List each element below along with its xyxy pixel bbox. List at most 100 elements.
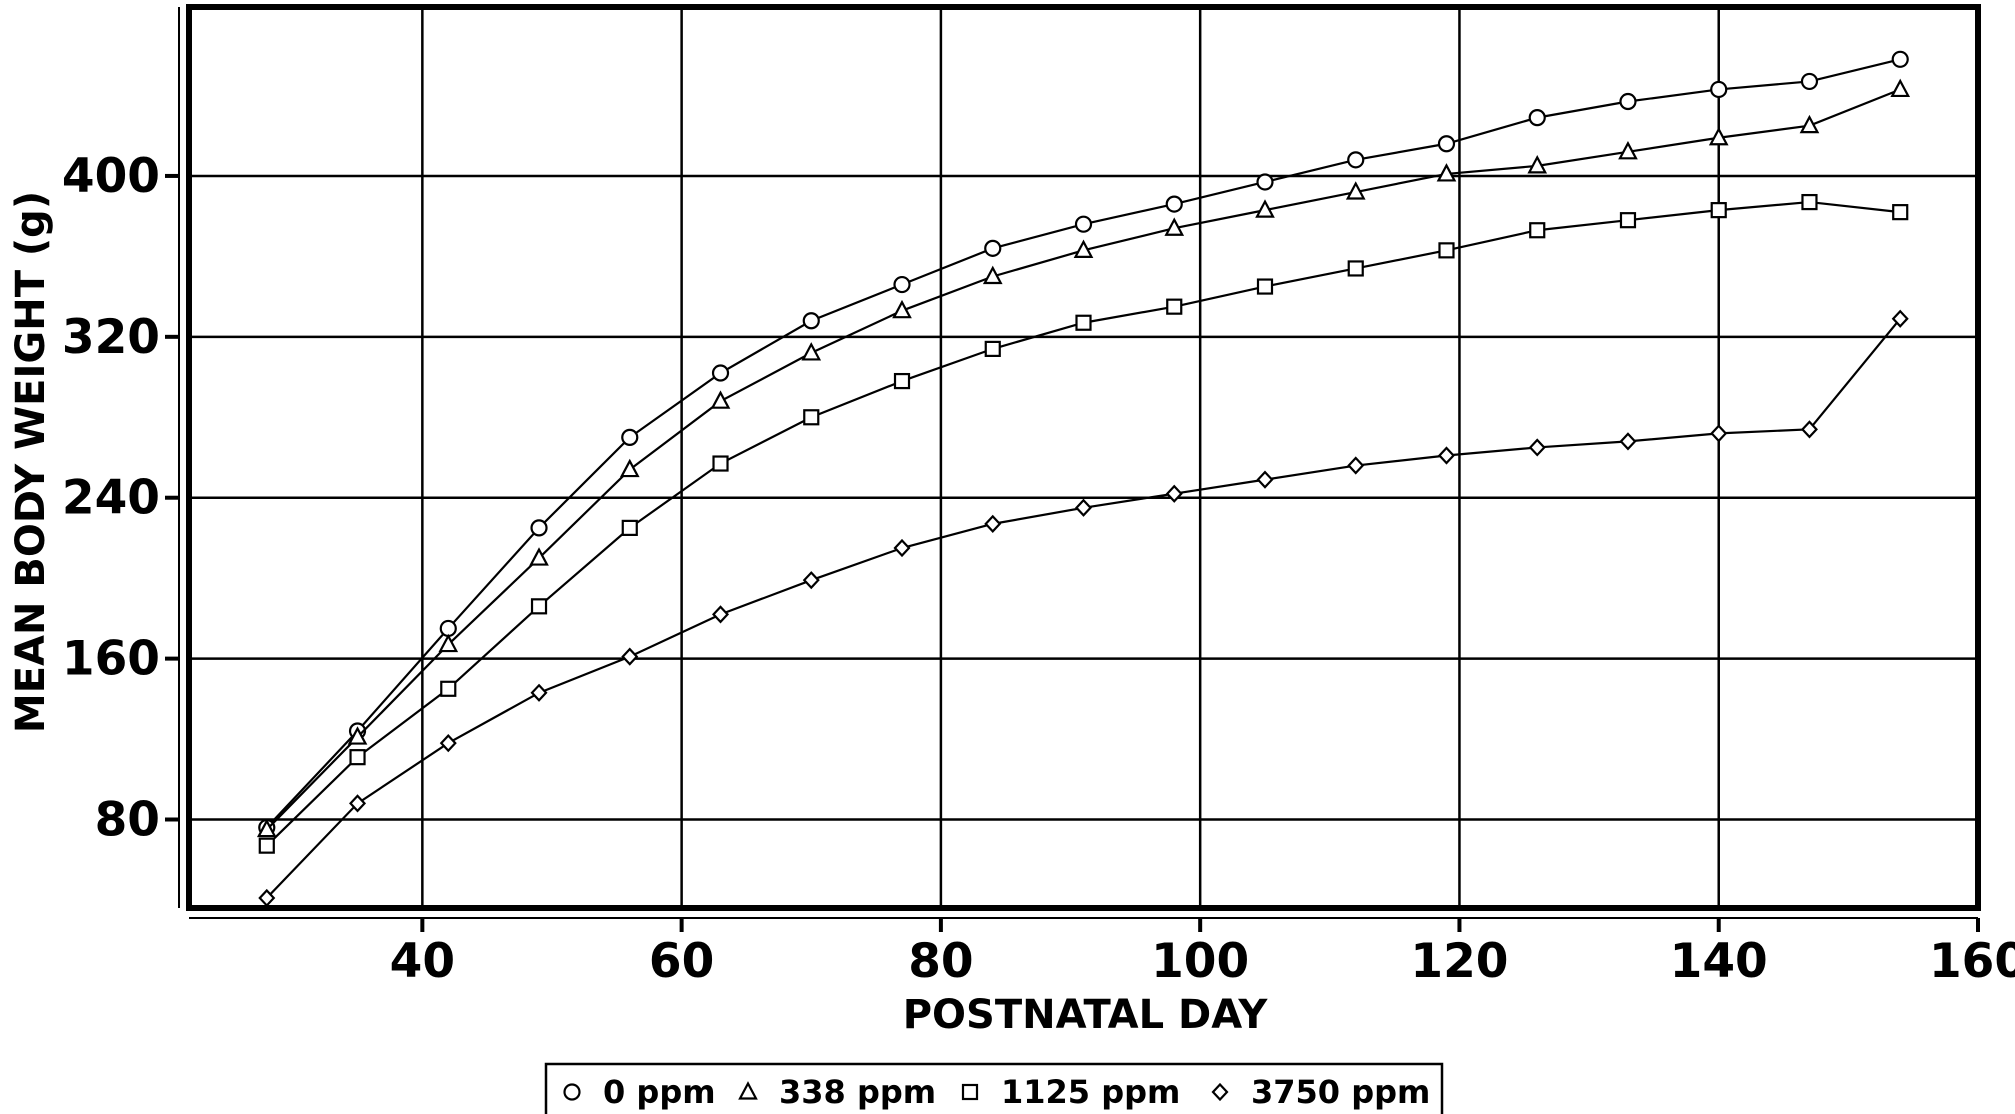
data-point-circle [802,312,820,330]
data-point-diamond [349,794,367,813]
legend-label: 3750 ppm [1251,1073,1430,1111]
x-tick-label: 60 [649,934,714,989]
x-tick-label: 40 [390,934,455,989]
data-point-triangle [1708,126,1729,146]
data-point-square [1619,212,1637,229]
data-point-square [1438,242,1455,259]
data-point-square [984,340,1001,357]
data-point-diamond [893,538,911,558]
data-point-circle [439,619,457,638]
x-tick-label: 140 [1670,934,1768,989]
axis-ticks: 40 60 80 100 120 140 160 80 160 240 320 400 [62,149,2015,989]
legend: 0 ppm 338 ppm 1125 ppm 3750 ppm [544,1062,1444,1114]
x-tick-label: 120 [1410,934,1508,989]
legend-box [544,1062,1444,1114]
data-point-circle [1256,173,1274,191]
series-line [265,318,1902,899]
series-1125-ppm [258,193,1909,854]
data-point-circle [711,364,730,382]
data-point-square [1892,204,1909,221]
data-point-diamond [1891,309,1909,328]
data-point-square [258,837,275,854]
data-point-triangle [1345,181,1366,200]
data-point-circle [1347,151,1365,169]
data-point-circle [1710,80,1728,99]
legend-label: 338 ppm [779,1073,936,1111]
legend-label: 0 ppm [603,1073,716,1111]
data-point-square [440,680,457,697]
data-point-diamond [621,647,639,666]
series-line [265,88,1901,831]
data-point-diamond [530,683,548,702]
data-point-triangle [892,299,912,319]
plot-frame [186,4,1981,911]
data-point-diamond [1256,470,1274,489]
y-tick-label: 400 [62,149,160,204]
data-point-triangle [619,458,640,478]
data-point-triangle [438,633,459,653]
data-point-triangle [1890,78,1911,98]
data-point-square [803,409,820,426]
data-point-square [712,455,729,472]
data-point-square [1801,193,1818,211]
data-point-diamond [1619,432,1637,451]
data-point-circle [1619,92,1637,111]
data-point-circle [1891,50,1909,68]
grid-lines [189,7,1978,908]
data-point-triangle [1073,239,1094,258]
data-series [256,50,1911,908]
data-point-circle [1528,109,1546,127]
data-point-square [893,372,911,390]
data-point-diamond [439,733,457,753]
legend-marker-triangle [738,1081,758,1100]
data-point-diamond [1074,498,1093,517]
data-point-triangle [1618,140,1638,160]
data-point-square [1256,278,1274,295]
legend-label: 1125 ppm [1001,1073,1180,1111]
data-point-square [621,519,638,536]
data-point-diamond [712,605,730,624]
data-point-diamond [1800,420,1818,439]
y-tick-label: 80 [95,793,160,848]
x-tick-label: 80 [908,934,973,989]
data-point-diamond [1528,438,1546,457]
data-point-circle [1800,72,1819,91]
data-point-triangle [256,818,277,838]
x-tick-label: 160 [1929,934,2015,989]
legend-marker-square [961,1083,979,1101]
y-tick-label: 160 [62,632,160,687]
data-point-triangle [1527,155,1548,174]
data-point-triangle [982,265,1003,285]
data-point-triangle [347,726,368,745]
data-point-square [349,749,366,766]
data-point-diamond [258,888,276,908]
data-point-square [1529,222,1546,239]
data-point-circle [984,239,1002,257]
series-3750-ppm [258,309,1909,908]
data-point-triangle [801,342,822,361]
data-point-circle [893,275,911,294]
data-point-square [1166,298,1183,315]
data-point-triangle [1255,199,1275,218]
data-point-square [1710,202,1727,219]
legend-marker-circle [563,1083,581,1101]
data-point-circle [530,519,548,537]
series-338-ppm [256,78,1911,838]
data-point-triangle [710,390,731,409]
series-line [266,200,1901,847]
y-tick-label: 240 [62,471,160,526]
legend-marker-diamond [1211,1082,1229,1102]
x-axis-label: POSTNATAL DAY [903,992,1269,1038]
data-point-triangle [1799,114,1820,134]
data-point-triangle [1436,163,1457,182]
data-point-square [530,598,548,615]
y-axis-label: MEAN BODY WEIGHT (g) [8,191,54,733]
data-point-triangle [1164,217,1185,236]
series-0-ppm [258,50,1909,837]
data-point-square [1075,314,1092,331]
data-point-diamond [1347,456,1365,475]
x-tick-label: 100 [1151,934,1249,989]
data-point-triangle [529,547,549,566]
data-point-diamond [802,571,820,590]
